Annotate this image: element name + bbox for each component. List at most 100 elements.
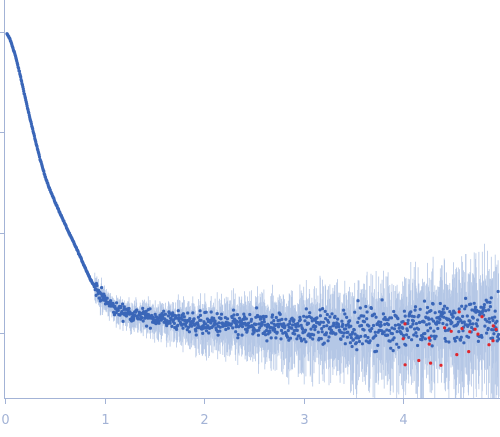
data-point <box>368 329 373 333</box>
outlier-point <box>476 332 480 336</box>
data-point <box>209 310 213 314</box>
data-point <box>416 327 421 331</box>
data-point <box>383 322 387 326</box>
data-point <box>420 338 424 342</box>
data-point <box>386 323 391 327</box>
data-point <box>473 305 478 309</box>
data-point <box>105 296 109 300</box>
outlier-points-layer <box>401 310 498 367</box>
data-point <box>415 334 419 338</box>
data-point <box>468 319 472 323</box>
data-point <box>364 304 368 309</box>
data-point <box>457 307 461 311</box>
data-point <box>119 305 123 309</box>
data-point <box>392 327 397 331</box>
data-point <box>403 314 407 318</box>
data-point <box>357 339 361 344</box>
data-point <box>236 336 240 340</box>
data-point <box>387 329 391 333</box>
data-point <box>432 329 436 333</box>
data-point <box>485 300 489 304</box>
data-point <box>429 309 433 313</box>
data-point <box>188 317 192 321</box>
data-point <box>349 336 353 340</box>
x-tick-label: 1 <box>101 413 109 428</box>
data-point <box>334 325 338 329</box>
data-point <box>389 346 393 350</box>
data-point <box>425 311 429 315</box>
data-point <box>242 312 246 316</box>
data-point <box>144 309 148 313</box>
data-point <box>434 334 438 338</box>
data-point <box>291 323 295 327</box>
data-point <box>463 307 467 311</box>
data-point <box>362 314 366 318</box>
data-point <box>162 309 166 313</box>
data-point <box>398 323 402 327</box>
outlier-point <box>457 310 461 314</box>
data-point <box>397 345 401 349</box>
data-point <box>280 317 284 321</box>
data-point <box>353 332 357 336</box>
data-point <box>216 333 220 337</box>
data-point <box>366 335 370 340</box>
x-tick-label: 0 <box>1 413 9 428</box>
data-point <box>485 331 489 335</box>
outlier-point <box>429 361 433 365</box>
data-point <box>374 315 378 319</box>
data-point <box>390 326 394 330</box>
data-point <box>401 320 405 324</box>
data-point <box>187 330 191 334</box>
data-point <box>359 334 363 338</box>
data-point <box>304 340 308 344</box>
data-point <box>492 332 496 336</box>
data-point <box>457 330 461 334</box>
data-point <box>464 304 468 308</box>
data-point <box>422 320 426 324</box>
data-point <box>354 341 358 345</box>
data-point <box>286 328 290 333</box>
data-point <box>470 325 474 330</box>
data-point <box>352 328 356 332</box>
data-point <box>181 312 185 316</box>
data-point <box>245 329 249 333</box>
data-point <box>109 299 113 303</box>
data-point <box>468 322 472 326</box>
data-point <box>342 331 346 335</box>
data-point <box>341 322 345 326</box>
data-point <box>379 320 383 324</box>
data-point <box>425 305 430 310</box>
data-point <box>168 321 172 325</box>
data-point <box>348 319 352 323</box>
data-point <box>406 321 410 326</box>
data-point <box>175 327 179 331</box>
data-point <box>488 320 492 324</box>
data-point <box>414 331 418 335</box>
data-point <box>274 336 278 340</box>
data-point <box>450 312 454 316</box>
data-point <box>285 335 290 339</box>
data-point <box>363 334 367 338</box>
data-point <box>345 315 349 319</box>
outlier-point <box>449 329 453 333</box>
data-point <box>337 325 341 329</box>
data-point <box>431 319 436 323</box>
data-point <box>22 89 26 93</box>
data-point <box>491 318 495 323</box>
data-point <box>309 316 313 320</box>
data-point <box>288 322 292 326</box>
outlier-point <box>417 358 421 363</box>
data-point <box>452 336 457 341</box>
data-point <box>322 324 326 328</box>
data-point <box>300 339 304 343</box>
data-point <box>392 336 396 340</box>
data-point <box>491 336 495 340</box>
data-point <box>308 335 312 339</box>
x-tick-label: 3 <box>300 413 308 428</box>
data-point <box>100 286 104 290</box>
data-point <box>294 325 298 329</box>
data-point <box>288 336 293 340</box>
data-point <box>121 319 125 323</box>
data-point <box>234 330 238 334</box>
data-point <box>355 348 359 352</box>
